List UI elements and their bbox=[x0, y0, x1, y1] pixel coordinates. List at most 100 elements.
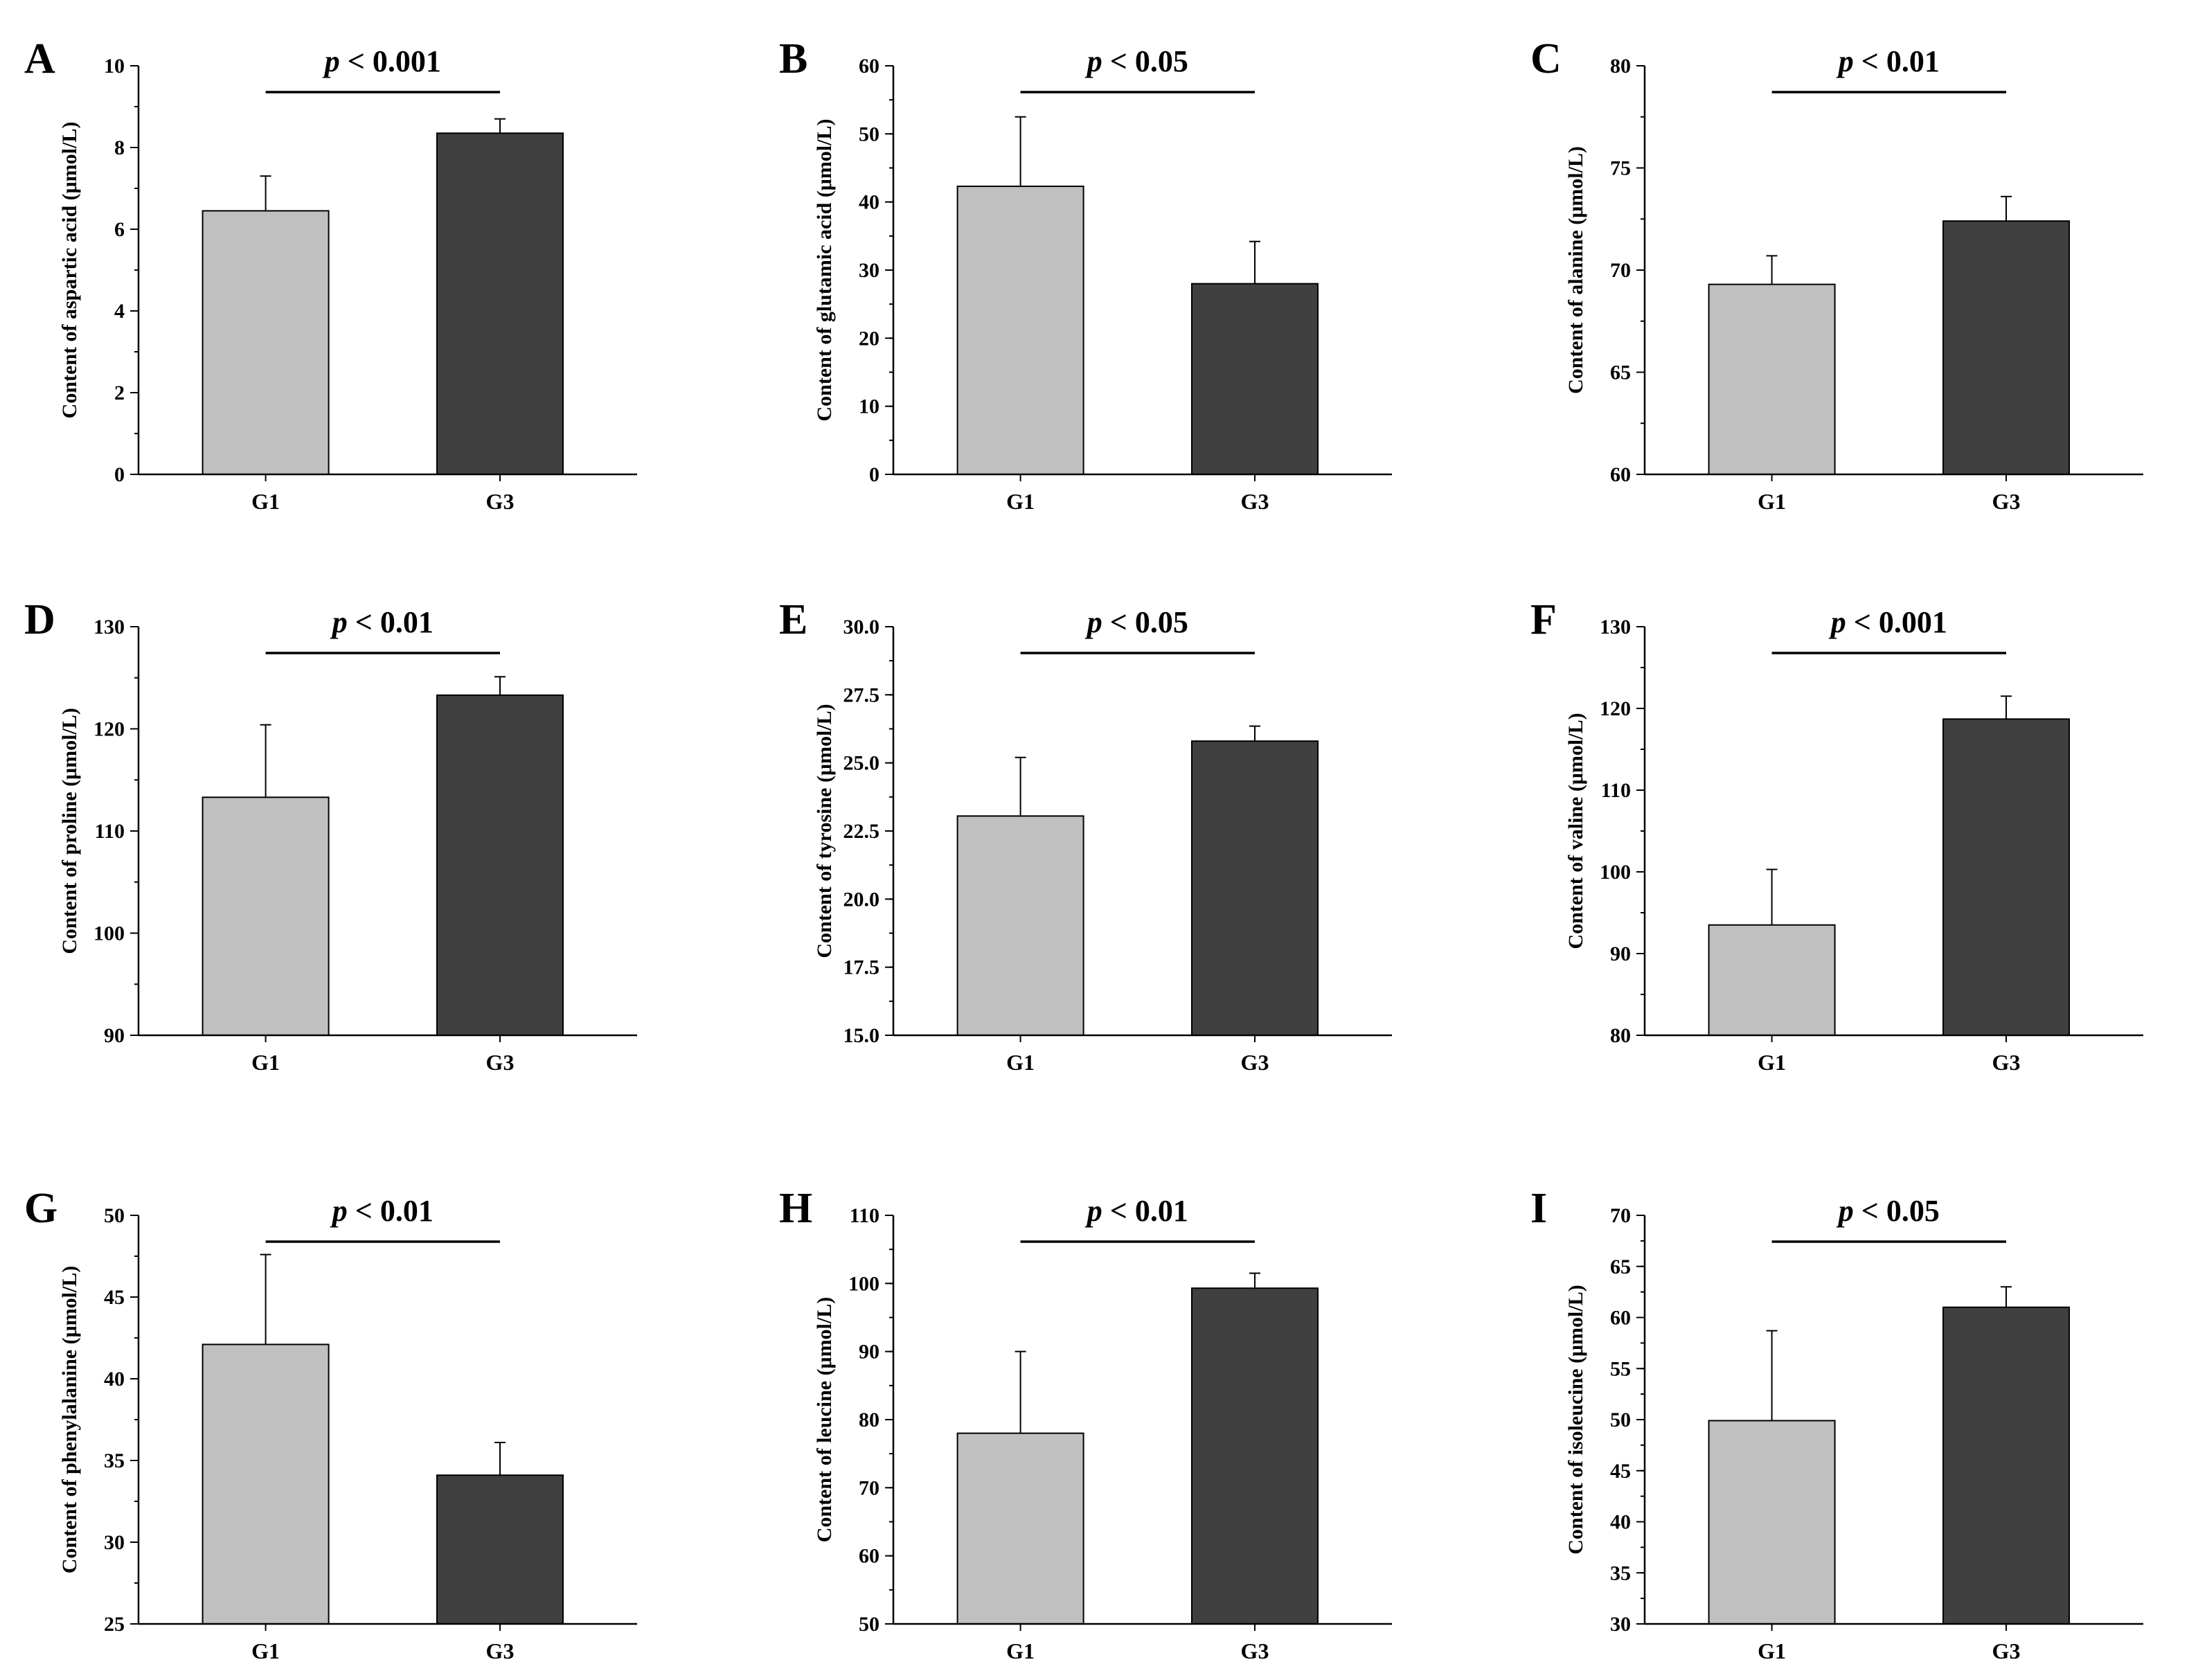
y-tick-label: 50 bbox=[859, 1613, 879, 1636]
y-tick-label: 50 bbox=[1610, 1409, 1631, 1431]
y-tick-label: 70 bbox=[1610, 259, 1631, 282]
y-tick-label: 55 bbox=[1610, 1357, 1631, 1380]
panel-c: C G1 G3 60 65 70 75 80 Content of alanine (μmol/… bbox=[1530, 35, 2143, 514]
x-tick-label: G3 bbox=[1992, 489, 2021, 514]
bar-g-g1 bbox=[202, 1343, 330, 1625]
significance-label: p < 0.001 bbox=[322, 44, 441, 78]
y-tick-label: 80 bbox=[1610, 1024, 1631, 1047]
y-tick-label: 4 bbox=[114, 300, 125, 323]
bar-e-g3 bbox=[1191, 740, 1319, 1036]
y-tick-label: 35 bbox=[104, 1449, 125, 1472]
bar-h-g3 bbox=[1191, 1287, 1319, 1625]
panel-e: E G1 G3 15.0 17.5 20.0 22.5 25.0 27.5 30.0 Content… bbox=[779, 596, 1392, 1075]
y-tick-label: 20 bbox=[859, 327, 879, 350]
y-tick-label: 27.5 bbox=[843, 683, 880, 706]
y-tick-label: 0 bbox=[114, 463, 125, 486]
panel-d-letter: D bbox=[24, 596, 55, 643]
significance-label: p < 0.01 bbox=[1836, 44, 1940, 78]
y-axis-label: Content of glutamic acid (μmol/L) bbox=[813, 119, 836, 422]
x-tick-label: G1 bbox=[1006, 489, 1035, 514]
y-tick-label: 30 bbox=[859, 259, 879, 282]
y-axis-label: Content of aspartic acid (μmol/L) bbox=[58, 122, 81, 419]
y-tick-label: 17.5 bbox=[843, 956, 880, 979]
bar-a-g1 bbox=[202, 210, 330, 475]
y-tick-label: 45 bbox=[104, 1286, 125, 1309]
y-tick-label: 50 bbox=[104, 1204, 125, 1227]
y-tick-label: 100 bbox=[848, 1272, 879, 1295]
y-tick-label: 6 bbox=[114, 218, 125, 241]
bar-b-g1 bbox=[956, 186, 1084, 475]
panel-f: F G1 G3 80 90 100 110 120 130 Content of valine (… bbox=[1530, 596, 2143, 1075]
bar-c-g1 bbox=[1708, 283, 1836, 475]
panel-c-letter: C bbox=[1530, 35, 1562, 82]
panel-i: I G1 G3 30 35 40 45 50 55 60 65 70 Content of isoleu… bbox=[1530, 1185, 2143, 1663]
y-tick-label: 30 bbox=[1610, 1613, 1631, 1636]
x-tick-label: G1 bbox=[1006, 1050, 1035, 1075]
x-tick-label: G1 bbox=[251, 1638, 280, 1663]
y-tick-label: 40 bbox=[859, 191, 879, 214]
y-axis-label: Content of isoleucine (μmol/L) bbox=[1564, 1285, 1587, 1554]
bar-a-g3 bbox=[436, 132, 564, 475]
panel-g-letter: G bbox=[24, 1185, 57, 1232]
x-tick-label: G1 bbox=[1758, 489, 1786, 514]
y-tick-label: 8 bbox=[114, 136, 125, 159]
x-tick-label: G1 bbox=[1758, 1638, 1786, 1663]
bar-e-g1 bbox=[956, 815, 1084, 1037]
y-tick-label: 70 bbox=[1610, 1204, 1631, 1227]
y-tick-label: 30.0 bbox=[843, 616, 880, 638]
panel-h: H G1 G3 50 60 70 80 90 100 110 Content of leucine … bbox=[779, 1185, 1392, 1663]
y-tick-label: 65 bbox=[1610, 1255, 1631, 1278]
y-tick-label: 10 bbox=[104, 55, 125, 78]
x-tick-label: G1 bbox=[251, 489, 280, 514]
x-tick-label: G3 bbox=[486, 1638, 515, 1663]
y-tick-label: 75 bbox=[1610, 157, 1631, 180]
x-tick-label: G3 bbox=[1241, 1638, 1269, 1663]
panel-b-letter: B bbox=[779, 35, 807, 82]
significance-label: p < 0.001 bbox=[1828, 605, 1947, 639]
y-axis-label: Content of tyrosine (μmol/L) bbox=[813, 704, 836, 958]
panel-d: D G1 G3 90 100 110 120 130 Content of proline (μ… bbox=[24, 596, 637, 1075]
y-tick-label: 90 bbox=[1610, 942, 1631, 965]
y-tick-label: 110 bbox=[95, 820, 125, 843]
x-tick-label: G3 bbox=[1241, 489, 1269, 514]
bar-g-g3 bbox=[436, 1474, 564, 1625]
x-tick-label: G1 bbox=[1006, 1638, 1035, 1663]
x-tick-label: G1 bbox=[251, 1050, 280, 1075]
bar-h-g1 bbox=[956, 1432, 1084, 1625]
panel-h-letter: H bbox=[779, 1185, 812, 1232]
y-tick-label: 90 bbox=[859, 1341, 879, 1364]
y-tick-label: 120 bbox=[93, 718, 125, 741]
y-tick-label: 70 bbox=[859, 1476, 879, 1499]
y-tick-label: 45 bbox=[1610, 1460, 1631, 1483]
significance-label: p < 0.01 bbox=[1084, 1194, 1188, 1228]
y-tick-label: 25.0 bbox=[843, 752, 880, 775]
x-tick-label: G3 bbox=[486, 1050, 515, 1075]
y-tick-label: 110 bbox=[1601, 779, 1631, 802]
panel-f-letter: F bbox=[1530, 596, 1557, 643]
y-tick-label: 80 bbox=[1610, 55, 1631, 78]
y-axis-label: Content of valine (μmol/L) bbox=[1564, 713, 1587, 949]
y-tick-label: 20.0 bbox=[843, 888, 880, 911]
panel-e-letter: E bbox=[779, 596, 807, 643]
y-tick-label: 10 bbox=[859, 395, 879, 418]
y-tick-label: 60 bbox=[859, 55, 879, 78]
y-tick-label: 60 bbox=[1610, 1307, 1631, 1330]
y-tick-label: 2 bbox=[114, 382, 125, 404]
y-tick-label: 110 bbox=[850, 1204, 879, 1227]
significance-label: p < 0.05 bbox=[1836, 1194, 1940, 1228]
x-tick-label: G3 bbox=[1992, 1050, 2021, 1075]
y-tick-label: 25 bbox=[104, 1613, 125, 1636]
panel-b: B G1 G3 0 10 20 30 40 50 60 Content of glutamic ac… bbox=[779, 35, 1392, 514]
significance-label: p < 0.01 bbox=[330, 605, 434, 639]
y-tick-label: 50 bbox=[859, 123, 879, 145]
y-axis-label: Content of phenylalanine (μmol/L) bbox=[58, 1266, 81, 1574]
bar-b-g3 bbox=[1191, 283, 1319, 475]
y-tick-label: 40 bbox=[104, 1368, 125, 1391]
y-tick-label: 22.5 bbox=[843, 820, 880, 843]
y-tick-label: 65 bbox=[1610, 361, 1631, 384]
y-tick-label: 0 bbox=[869, 463, 879, 486]
significance-label: p < 0.05 bbox=[1084, 44, 1188, 78]
x-tick-label: G3 bbox=[1992, 1638, 2021, 1663]
x-tick-label: G1 bbox=[1758, 1050, 1786, 1075]
